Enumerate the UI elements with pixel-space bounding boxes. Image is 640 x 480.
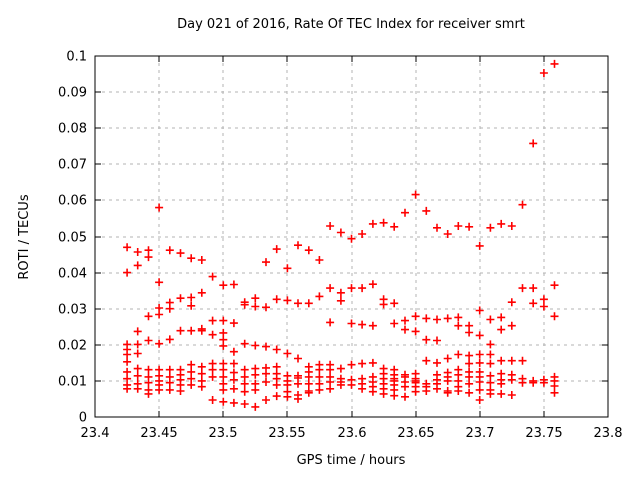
y-tick-label: 0.06 xyxy=(58,194,87,209)
y-tick-label: 0.05 xyxy=(58,231,87,246)
grid-lines xyxy=(95,56,608,417)
y-tick-label: 0.07 xyxy=(58,158,87,173)
y-axis-label: ROTI / TECUs xyxy=(17,194,32,279)
y-tick-label: 0 xyxy=(79,411,87,426)
y-tick-label: 0.03 xyxy=(58,303,87,318)
y-tick-label: 0.09 xyxy=(58,86,87,101)
axis-tick-labels: 23.4 23.45 23.5 23.55 23.6 23.65 23.7 23.75 23.8… xyxy=(58,50,622,442)
x-tick-label: 23.6 xyxy=(338,426,367,441)
plot-border xyxy=(94,55,609,418)
y-tick-label: 0.02 xyxy=(58,339,87,354)
x-tick-label: 23.8 xyxy=(594,426,623,441)
x-axis-label: GPS time / hours xyxy=(297,453,406,468)
x-tick-label: 23.65 xyxy=(397,426,434,441)
x-tick-label: 23.4 xyxy=(81,426,110,441)
x-tick-label: 23.75 xyxy=(525,426,562,441)
chart-title: Day 021 of 2016, Rate Of TEC Index for r… xyxy=(177,17,525,32)
data-points xyxy=(123,59,559,411)
y-tick-label: 0.1 xyxy=(66,50,87,65)
x-tick-label: 23.5 xyxy=(209,426,238,441)
y-tick-label: 0.08 xyxy=(58,122,87,137)
data-point-markers xyxy=(123,59,559,411)
x-tick-label: 23.45 xyxy=(140,426,177,441)
x-tick-label: 23.7 xyxy=(466,426,495,441)
y-tick-label: 0.01 xyxy=(58,375,87,390)
y-tick-label: 0.04 xyxy=(58,267,87,282)
x-tick-label: 23.55 xyxy=(268,426,305,441)
